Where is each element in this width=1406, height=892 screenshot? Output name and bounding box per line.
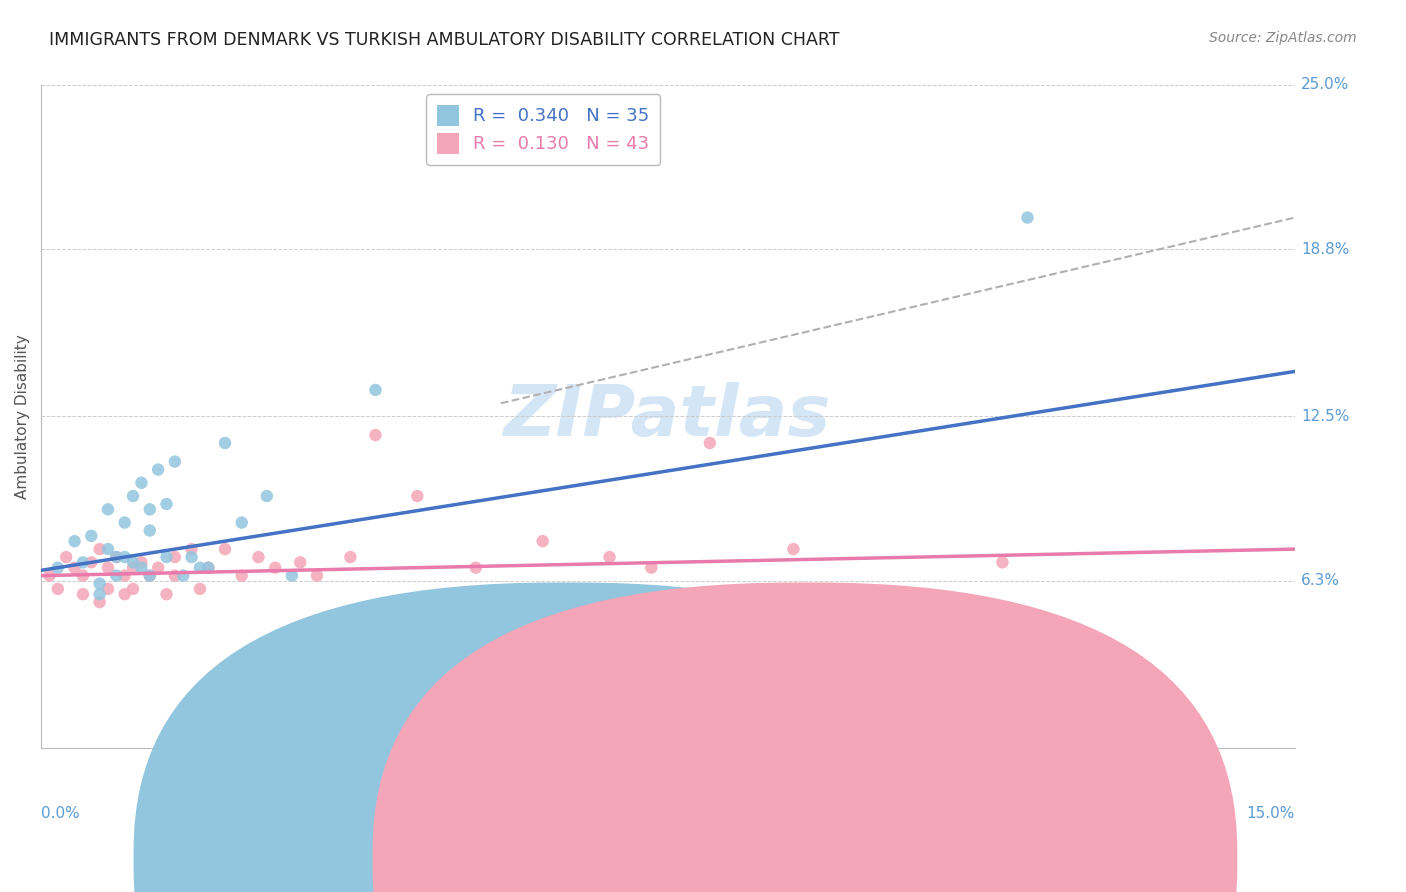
Point [46,582,69,596]
Text: Turks: Turks [872,849,927,863]
Point [599,550,621,565]
Point [155,550,177,565]
Point [339,550,361,565]
Point [122,555,145,569]
Text: IMMIGRANTS FROM DENMARK VS TURKISH AMBULATORY DISABILITY CORRELATION CHART: IMMIGRANTS FROM DENMARK VS TURKISH AMBUL… [49,31,839,49]
Point [122,560,145,574]
Text: 12.5%: 12.5% [1302,409,1350,424]
Point [531,534,554,549]
Point [197,560,219,574]
Point [97,582,120,596]
Point [97,560,120,574]
Point [80,529,103,543]
Text: 18.8%: 18.8% [1302,242,1350,257]
Point [155,497,177,511]
Point [146,462,169,476]
Point [131,555,153,569]
Point [214,542,236,557]
Legend: R =  0.340   N = 35, R =  0.130   N = 43: R = 0.340 N = 35, R = 0.130 N = 43 [426,94,661,164]
Point [72,587,94,601]
Point [247,550,270,565]
Point [163,568,186,582]
Point [180,550,202,565]
Point [364,383,387,397]
Point [364,428,387,442]
Point [699,436,721,450]
Point [105,568,128,582]
Point [89,587,111,601]
Point [330,630,353,644]
Point [38,568,60,582]
Point [188,582,211,596]
Point [256,489,278,503]
Text: 25.0%: 25.0% [1302,78,1350,93]
Point [188,560,211,574]
Point [72,568,94,582]
Point [264,560,287,574]
Point [155,587,177,601]
Point [105,550,128,565]
Text: ZIPatlas: ZIPatlas [505,382,832,451]
Point [406,489,429,503]
Point [991,555,1014,569]
Point [114,568,136,582]
Text: Source: ZipAtlas.com: Source: ZipAtlas.com [1209,31,1357,45]
Point [163,550,186,565]
Point [89,542,111,557]
Point [214,436,236,450]
Point [97,542,120,557]
Point [163,454,186,468]
Point [146,560,169,574]
Point [63,560,86,574]
Point [55,550,77,565]
Point [80,555,103,569]
Point [139,568,162,582]
Point [908,619,931,633]
Point [89,595,111,609]
Point [139,568,162,582]
Point [231,568,253,582]
Point [122,489,145,503]
Point [72,555,94,569]
Point [105,550,128,565]
Point [114,587,136,601]
Point [1017,211,1039,225]
Point [114,516,136,530]
Point [197,560,219,574]
Text: Turks: Turks [823,853,862,867]
Text: Immigrants from Denmark: Immigrants from Denmark [583,853,787,867]
Point [97,502,120,516]
Point [139,524,162,538]
Point [290,555,312,569]
Text: 15.0%: 15.0% [1247,806,1295,822]
Point [89,576,111,591]
Point [131,560,153,574]
Point [122,582,145,596]
Point [172,568,194,582]
Point [782,542,804,557]
Point [63,534,86,549]
Y-axis label: Ambulatory Disability: Ambulatory Disability [15,334,30,499]
Point [114,550,136,565]
Point [824,630,846,644]
Point [305,568,328,582]
Point [640,560,662,574]
Point [231,516,253,530]
Point [464,560,486,574]
Point [180,542,202,557]
Text: 6.3%: 6.3% [1302,574,1340,589]
Point [46,560,69,574]
Point [139,502,162,516]
Text: 0.0%: 0.0% [41,806,80,822]
Point [449,635,471,649]
Point [281,568,304,582]
Point [131,475,153,490]
Text: Immigrants from Denmark: Immigrants from Denmark [591,849,808,863]
